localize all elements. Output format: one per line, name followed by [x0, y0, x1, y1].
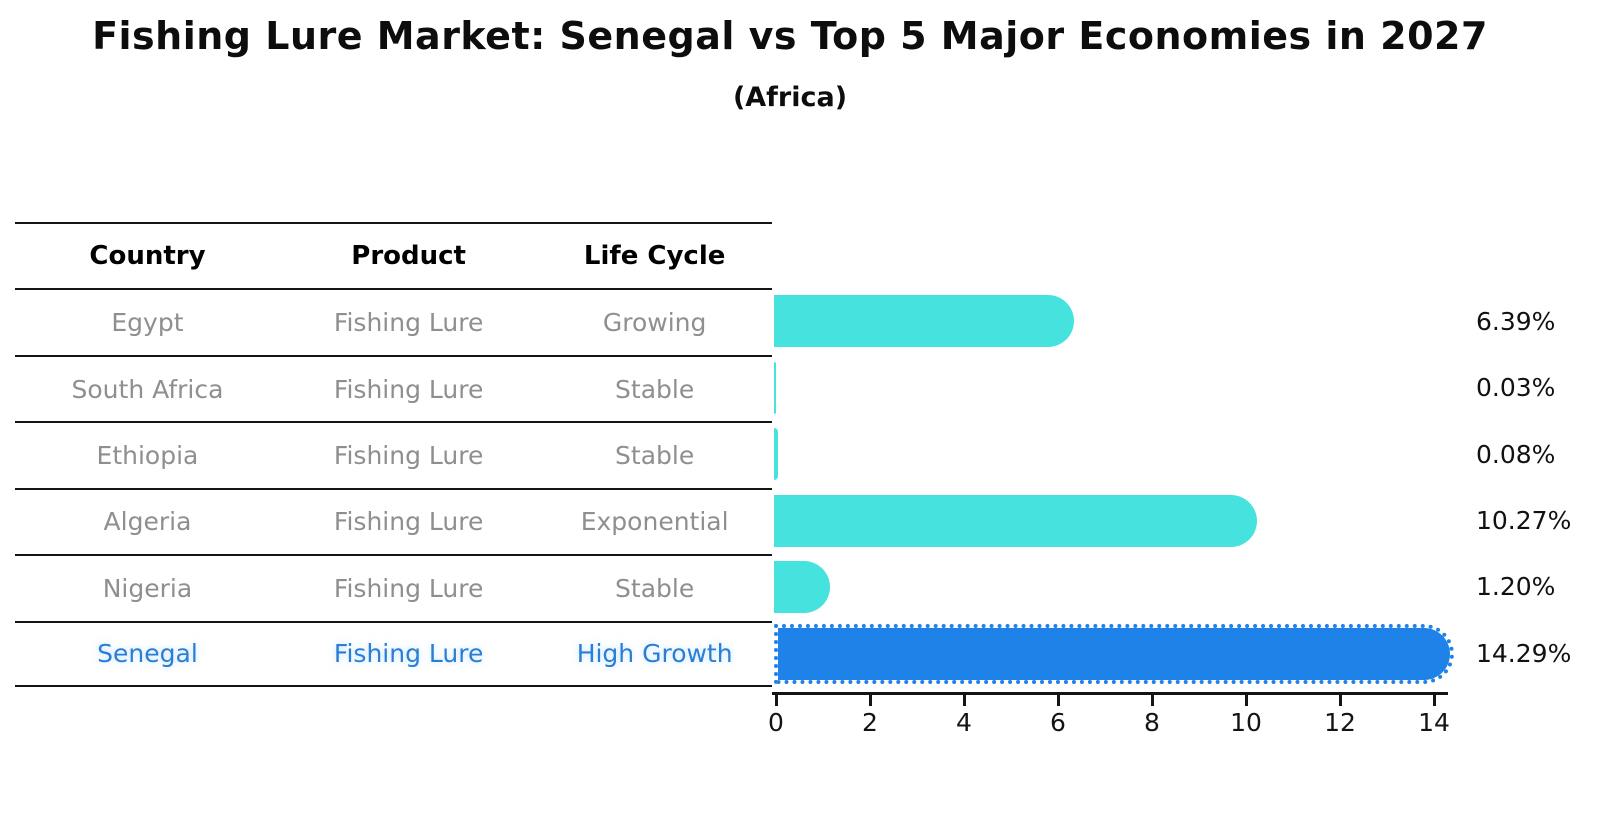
table-row: Nigeria Fishing Lure Stable [15, 554, 772, 620]
chart-title: Fishing Lure Market: Senegal vs Top 5 Ma… [92, 14, 1488, 58]
lifecycle-cell: Stable [615, 374, 695, 404]
lifecycle-cell: Growing [602, 308, 707, 338]
bar-ethiopia [774, 428, 778, 481]
bar-nigeria [774, 561, 831, 614]
table-header-row: Country Product Life Cycle [15, 222, 772, 288]
product-cell: Fishing Lure [333, 440, 484, 470]
column-header-life-cycle: Life Cycle [583, 241, 726, 272]
value-label: 10.27% [1476, 505, 1572, 535]
country-cell: South Africa [71, 374, 224, 404]
bar-south-africa [774, 361, 776, 414]
x-axis-tick [1432, 695, 1436, 706]
bar-algeria [774, 494, 1257, 547]
product-cell: Fishing Lure [333, 507, 484, 537]
x-axis-tick-label: 0 [768, 708, 784, 737]
table-row-highlight-senegal: Senegal Fishing Lure High Growth [15, 620, 772, 687]
bar-egypt [774, 295, 1075, 348]
summary-table: Country Product Life Cycle Egypt Fishing… [15, 222, 772, 687]
country-cell: Egypt [111, 308, 184, 338]
value-label: 1.20% [1476, 572, 1556, 602]
x-axis-line [772, 692, 1448, 695]
x-axis-tick [1150, 695, 1154, 706]
table-row: Egypt Fishing Lure Growing [15, 288, 772, 354]
x-axis-tick [1056, 695, 1060, 706]
x-axis-tick [1338, 695, 1342, 706]
x-axis-tick [962, 695, 966, 706]
table-row: Ethiopia Fishing Lure Stable [15, 421, 772, 487]
table-row: Algeria Fishing Lure Exponential [15, 487, 772, 554]
country-cell: Nigeria [102, 573, 193, 603]
x-axis-tick [1244, 695, 1248, 706]
lifecycle-cell: High Growth [576, 639, 733, 669]
country-cell: Ethiopia [96, 440, 199, 470]
bar-row [774, 288, 1450, 354]
x-axis-tick-label: 12 [1324, 708, 1356, 737]
bar-chart [774, 288, 1454, 687]
country-cell: Senegal [97, 639, 198, 669]
column-header-product: Product [351, 241, 466, 272]
lifecycle-cell: Stable [615, 440, 695, 470]
x-axis-tick-label: 10 [1230, 708, 1262, 737]
product-cell: Fishing Lure [333, 374, 484, 404]
x-axis-tick [868, 695, 872, 706]
value-label: 0.03% [1476, 373, 1556, 403]
value-label: 0.08% [1476, 439, 1556, 469]
bar-row [774, 488, 1450, 554]
x-axis-tick [774, 695, 778, 706]
product-cell: Fishing Lure [333, 573, 484, 603]
bar-row [774, 421, 1450, 487]
column-header-country: Country [89, 241, 206, 272]
bar-senegal-highlight [774, 623, 1454, 684]
table-row: South Africa Fishing Lure Stable [15, 354, 772, 421]
x-axis-tick-label: 6 [1050, 708, 1066, 737]
lifecycle-cell: Exponential [580, 507, 729, 537]
value-label: 14.29% [1476, 638, 1572, 668]
bar-row [774, 554, 1450, 620]
product-cell: Fishing Lure [333, 308, 484, 338]
bar-row [774, 621, 1454, 687]
chart-subtitle: (Africa) [732, 82, 848, 113]
value-label: 6.39% [1476, 306, 1556, 336]
product-cell: Fishing Lure [333, 639, 484, 669]
x-axis-tick-label: 8 [1144, 708, 1160, 737]
x-axis-tick-label: 4 [956, 708, 972, 737]
bar-row [774, 355, 1450, 421]
lifecycle-cell: Stable [615, 573, 695, 603]
x-axis-tick-label: 14 [1418, 708, 1450, 737]
country-cell: Algeria [103, 507, 192, 537]
x-axis-tick-label: 2 [862, 708, 878, 737]
